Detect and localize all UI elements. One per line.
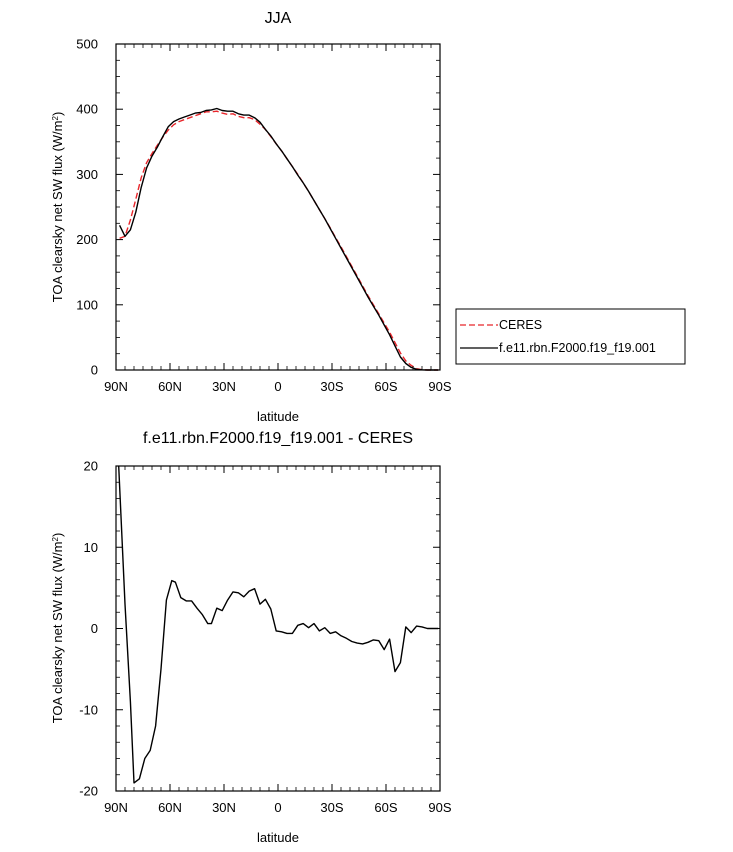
top-series-line-0 xyxy=(119,110,439,371)
top-y-tick-label: 200 xyxy=(76,232,98,247)
bottom-x-tick-label: 0 xyxy=(274,800,281,815)
bottom-y-tick-label: 0 xyxy=(91,621,98,636)
top-panel-title: JJA xyxy=(265,10,292,27)
bottom-x-axis-label: latitude xyxy=(257,830,299,845)
top-y-tick-label: 0 xyxy=(91,363,98,378)
top-y-tick-label: 400 xyxy=(76,102,98,117)
top-y-tick-label: 300 xyxy=(76,167,98,182)
bottom-y-tick-label: 10 xyxy=(84,540,98,555)
bottom-x-tick-label: 30S xyxy=(320,800,343,815)
legend: CERES f.e11.rbn.F2000.f19_f19.001 xyxy=(455,308,686,365)
bottom-y-tick-label: -10 xyxy=(79,702,98,717)
top-x-tick-label: 30S xyxy=(320,379,343,394)
top-y-axis-label: TOA clearsky net SW flux (W/m2) xyxy=(50,112,65,303)
top-x-tick-label: 90N xyxy=(104,379,128,394)
bottom-x-tick-label: 90N xyxy=(104,800,128,815)
legend-box xyxy=(455,308,686,365)
top-panel: JJA 90N 60N 30N 0 30S 60S 90S0100200300400500 … xyxy=(50,10,686,424)
top-x-tick-label: 30N xyxy=(212,379,236,394)
legend-label-model: f.e11.rbn.F2000.f19_f19.001 xyxy=(499,341,656,355)
top-series-line-1 xyxy=(118,107,439,371)
bottom-y-tick-label: 20 xyxy=(84,459,98,474)
top-x-tick-label: 90S xyxy=(428,379,451,394)
bottom-x-tick-label: 60N xyxy=(158,800,182,815)
top-x-tick-label: 60N xyxy=(158,379,182,394)
bottom-y-tick-label: -20 xyxy=(79,784,98,799)
bottom-x-tick-label: 60S xyxy=(374,800,397,815)
top-x-tick-label: 0 xyxy=(274,379,281,394)
bottom-x-tick-label: 30N xyxy=(212,800,236,815)
top-x-axis-label: latitude xyxy=(257,409,299,424)
top-y-tick-label: 100 xyxy=(76,297,98,312)
bottom-x-tick-label: 90S xyxy=(428,800,451,815)
top-x-tick-label: 60S xyxy=(374,379,397,394)
bottom-y-axis-label: TOA clearsky net SW flux (W/m2) xyxy=(50,533,65,724)
bottom-series-line-0 xyxy=(118,465,439,784)
top-plot-frame xyxy=(115,43,441,371)
bottom-panel: f.e11.rbn.F2000.f19_f19.001 - CERES 90N 6… xyxy=(50,430,452,845)
bottom-panel-title: f.e11.rbn.F2000.f19_f19.001 - CERES xyxy=(143,430,413,447)
legend-label-ceres: CERES xyxy=(499,318,542,332)
top-y-tick-label: 500 xyxy=(76,37,98,52)
